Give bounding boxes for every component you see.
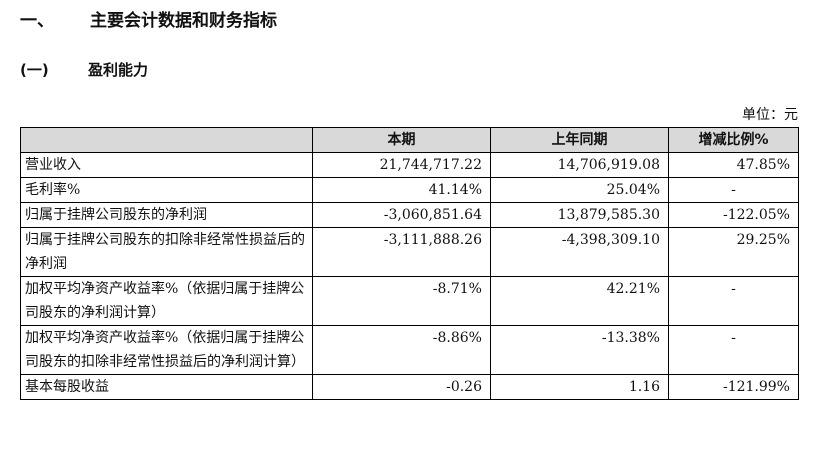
header-current: 本期 (312, 127, 491, 153)
table-row: 毛利率% 41.14% 25.04% - (20, 177, 799, 203)
profitability-table: 本期 上年同期 增减比例% 营业收入 21,744,717.22 14,706,… (20, 127, 799, 400)
row-label: 加权平均净资产收益率%（依据归属于挂牌公司股东的扣除非经常性损益后的净利润计算） (20, 325, 313, 375)
unit-label: 单位：元 (742, 107, 798, 123)
row-change: -121.99% (668, 374, 799, 400)
table-row: 营业收入 21,744,717.22 14,706,919.08 47.85% (20, 152, 799, 178)
row-current: -3,111,888.26 (312, 227, 491, 277)
row-current: -3,060,851.64 (312, 202, 491, 228)
row-change: 47.85% (668, 152, 799, 178)
row-current: -8.86% (312, 325, 491, 375)
row-label: 加权平均净资产收益率%（依据归属于挂牌公司股东的净利润计算） (20, 276, 313, 326)
table-row: 加权平均净资产收益率%（依据归属于挂牌公司股东的扣除非经常性损益后的净利润计算）… (20, 325, 799, 375)
table-row: 归属于挂牌公司股东的扣除非经常性损益后的净利润 -3,111,888.26 -4… (20, 227, 799, 277)
table-row: 归属于挂牌公司股东的净利润 -3,060,851.64 13,879,585.3… (20, 202, 799, 228)
subsection-title: 盈利能力 (88, 61, 149, 79)
row-prior: 1.16 (490, 374, 669, 400)
row-current: 41.14% (312, 177, 491, 203)
row-current: -8.71% (312, 276, 491, 326)
row-prior: -13.38% (490, 325, 669, 375)
row-prior: 14,706,919.08 (490, 152, 669, 178)
section-number: 一、 (20, 11, 54, 31)
row-label: 营业收入 (20, 152, 313, 178)
header-change: 增减比例% (668, 127, 799, 153)
row-current: 21,744,717.22 (312, 152, 491, 178)
section-title: 主要会计数据和财务指标 (90, 11, 277, 31)
row-label: 归属于挂牌公司股东的扣除非经常性损益后的净利润 (20, 227, 313, 277)
row-change: -122.05% (668, 202, 799, 228)
row-label: 归属于挂牌公司股东的净利润 (20, 202, 313, 228)
section-heading: 一、 主要会计数据和财务指标 (20, 6, 277, 31)
row-current: -0.26 (312, 374, 491, 400)
row-change: - (668, 276, 799, 326)
subsection-number: (一) (20, 61, 49, 79)
row-prior: 25.04% (490, 177, 669, 203)
table-row: 加权平均净资产收益率%（依据归属于挂牌公司股东的净利润计算） -8.71% 42… (20, 276, 799, 326)
header-prior: 上年同期 (490, 127, 669, 153)
row-label: 毛利率% (20, 177, 313, 203)
row-prior: 42.21% (490, 276, 669, 326)
row-change: - (668, 325, 799, 375)
row-change: 29.25% (668, 227, 799, 277)
header-item (20, 127, 313, 153)
row-prior: -4,398,309.10 (490, 227, 669, 277)
table-row: 基本每股收益 -0.26 1.16 -121.99% (20, 374, 799, 400)
row-prior: 13,879,585.30 (490, 202, 669, 228)
subsection-heading: (一) 盈利能力 (20, 59, 148, 80)
table-header-row: 本期 上年同期 增减比例% (20, 127, 799, 153)
row-label: 基本每股收益 (20, 374, 313, 400)
row-change: - (668, 177, 799, 203)
